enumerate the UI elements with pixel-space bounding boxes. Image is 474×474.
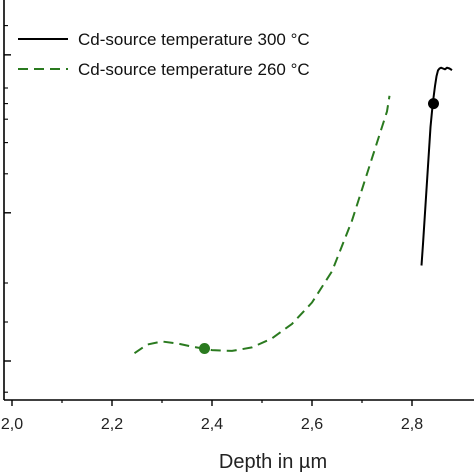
x-tick-label: 2,0 (1, 416, 23, 433)
x-tick-label: 2,6 (301, 416, 323, 433)
series-line-1 (133, 95, 391, 355)
series-layer (133, 66, 453, 355)
legend-label-300: Cd-source temperature 300 °C (78, 30, 310, 49)
x-tick-label: 2,8 (401, 416, 423, 433)
x-tick-label: 2,4 (201, 416, 223, 433)
series-marker-0 (428, 98, 439, 110)
axes: 2,0 2,2 2,4 2,6 2,8 (1, 0, 474, 433)
legend-label-260: Cd-source temperature 260 °C (78, 60, 310, 79)
x-tick-label: 2,2 (101, 416, 123, 433)
series-marker-1 (199, 343, 210, 355)
marker-layer (199, 98, 439, 355)
x-axis-label: Depth in µm (219, 451, 327, 473)
series-line-0 (420, 66, 453, 266)
legend: Cd-source temperature 300 °C Cd-source t… (18, 30, 310, 79)
